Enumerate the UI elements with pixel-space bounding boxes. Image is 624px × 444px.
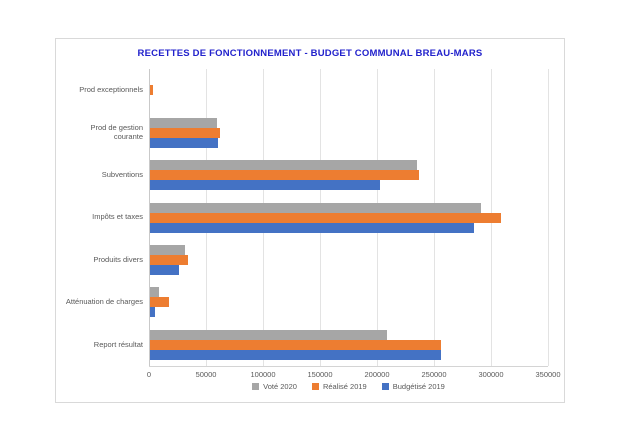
- gridline: [548, 69, 549, 366]
- bar-budg-tis-2019-5: [150, 264, 179, 275]
- category-label: Subventions: [101, 169, 143, 179]
- category-label: Report résultat: [93, 339, 143, 349]
- bar-vot-2020-3: [150, 160, 417, 171]
- legend-label: Réalisé 2019: [322, 382, 367, 391]
- category-label: Produits divers: [93, 254, 143, 264]
- x-tick-label: 50000: [195, 370, 217, 379]
- legend-swatch-icon: [311, 383, 319, 390]
- bar-r-alis-2019-1: [150, 85, 153, 96]
- x-tick-label: 200000: [364, 370, 390, 379]
- bar-r-alis-2019-4: [150, 212, 502, 223]
- bar-vot-2020-2: [150, 117, 218, 128]
- legend-label: Voté 2020: [263, 382, 297, 391]
- legend-swatch-icon: [381, 383, 389, 390]
- bar-r-alis-2019-7: [150, 339, 441, 350]
- category-label: Prod de gestion courante: [90, 123, 143, 141]
- bar-vot-2020-6: [150, 287, 160, 298]
- category-label: Prod exceptionnels: [79, 85, 143, 95]
- bar-r-alis-2019-3: [150, 170, 420, 181]
- x-axis-line: [149, 366, 548, 367]
- chart-title: RECETTES DE FONCTIONNEMENT - BUDGET COMM…: [137, 48, 483, 59]
- bar-r-alis-2019-2: [150, 127, 221, 138]
- x-tick-label: 350000: [535, 370, 561, 379]
- bar-r-alis-2019-6: [150, 297, 169, 308]
- legend-swatch-icon: [252, 383, 260, 390]
- bar-vot-2020-4: [150, 202, 481, 213]
- legend-item: Réalisé 2019: [311, 382, 367, 391]
- x-tick-label: 0: [146, 370, 152, 379]
- bar-budg-tis-2019-6: [150, 307, 155, 318]
- x-tick-label: 150000: [307, 370, 333, 379]
- legend-item: Voté 2020: [252, 382, 297, 391]
- chart-container: RECETTES DE FONCTIONNEMENT - BUDGET COMM…: [55, 38, 565, 403]
- legend-label: Budgétisé 2019: [392, 382, 445, 391]
- legend-item: Budgétisé 2019: [381, 382, 445, 391]
- bar-budg-tis-2019-7: [150, 349, 441, 360]
- value-axis-zero-line: [149, 69, 150, 366]
- x-tick-label: 300000: [478, 370, 504, 379]
- bar-vot-2020-7: [150, 329, 388, 340]
- bar-budg-tis-2019-4: [150, 222, 474, 233]
- x-tick-label: 100000: [250, 370, 276, 379]
- bar-budg-tis-2019-3: [150, 180, 381, 191]
- bar-budg-tis-2019-2: [150, 137, 219, 148]
- category-label: Impôts et taxes: [92, 212, 143, 222]
- bar-vot-2020-5: [150, 244, 186, 255]
- bar-r-alis-2019-5: [150, 254, 188, 265]
- category-label: Atténuation de charges: [65, 297, 143, 307]
- chart-legend: Voté 2020 Réalisé 2019 Budgétisé 2019: [149, 382, 548, 391]
- x-tick-label: 250000: [421, 370, 447, 379]
